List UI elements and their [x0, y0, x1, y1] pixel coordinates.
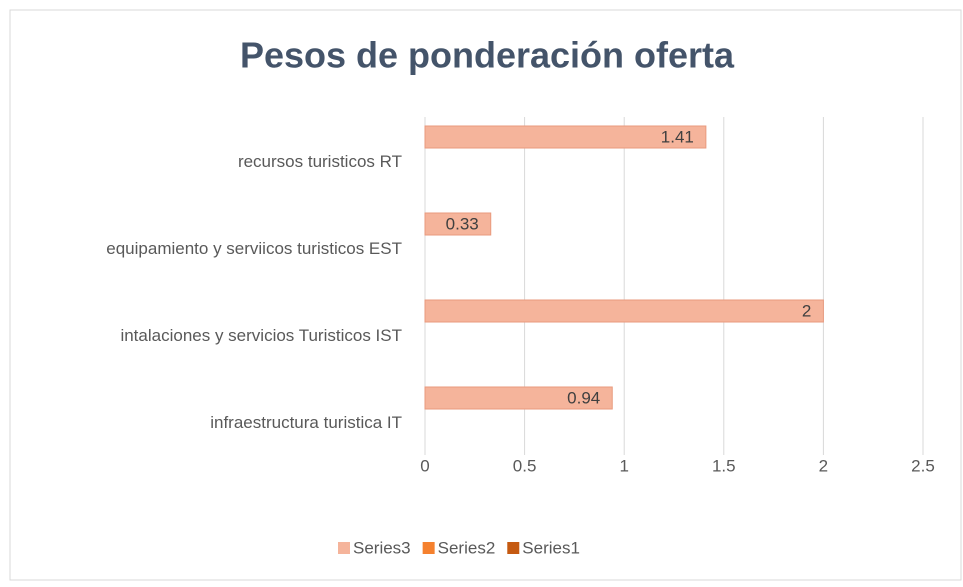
- y-tick-label: intalaciones y servicios Turisticos IST: [120, 326, 402, 345]
- legend-label: Series1: [522, 538, 580, 557]
- legend-label: Series3: [353, 538, 411, 557]
- bar: [424, 299, 824, 323]
- bar: [424, 125, 707, 149]
- chart-border: [9, 9, 962, 581]
- bar: [424, 386, 613, 410]
- data-label: 0.94: [567, 388, 600, 407]
- x-tick-label: 0: [420, 456, 429, 475]
- y-tick-label: equipamiento y serviicos turisticos EST: [106, 239, 402, 258]
- legend-label: Series2: [438, 538, 496, 557]
- legend-swatch: [422, 542, 435, 554]
- x-tick-label: 1: [619, 456, 628, 475]
- y-tick-label: infraestructura turistica IT: [210, 413, 402, 432]
- x-tick-label: 1.5: [712, 456, 736, 475]
- data-label: 0.33: [446, 214, 479, 233]
- x-tick-label: 2.5: [911, 456, 935, 475]
- data-label: 1.41: [661, 127, 694, 146]
- legend-swatch: [338, 542, 350, 554]
- y-tick-label: recursos turisticos RT: [238, 152, 402, 171]
- chart-title: Pesos de ponderación oferta: [240, 35, 735, 76]
- x-tick-label: 2: [819, 456, 828, 475]
- legend-swatch: [507, 542, 520, 554]
- x-tick-label: 0.5: [513, 456, 537, 475]
- bar: [424, 212, 492, 236]
- data-label: 2: [802, 301, 811, 320]
